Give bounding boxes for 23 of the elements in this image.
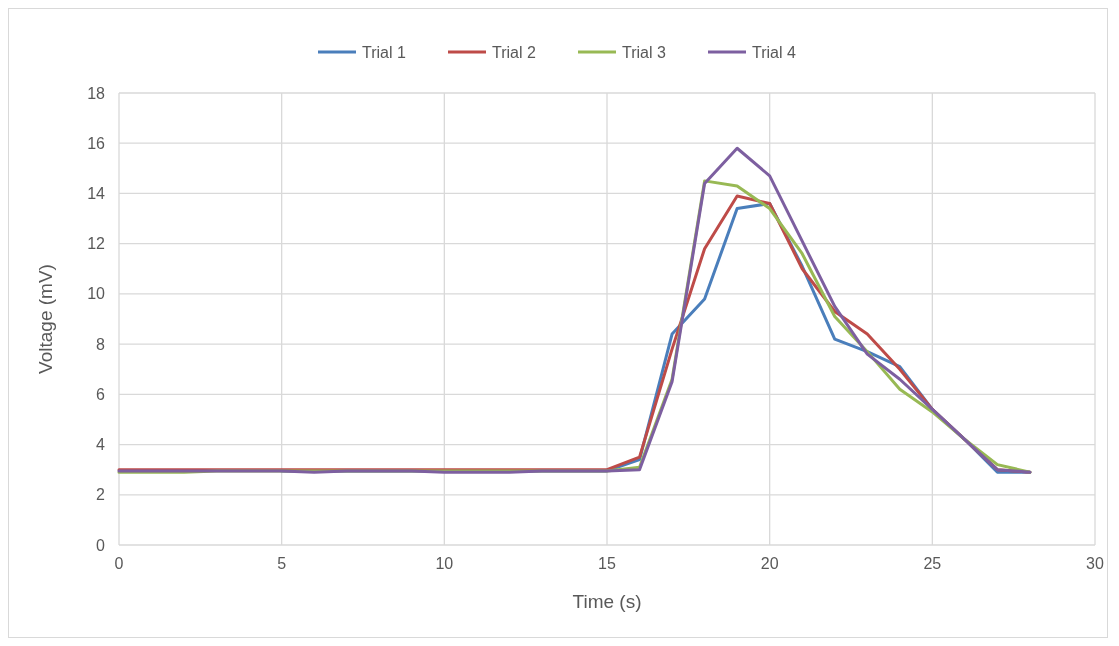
y-tick-label: 4: [96, 436, 106, 454]
y-tick-label: 0: [96, 536, 106, 554]
y-tick-label: 12: [87, 235, 106, 253]
y-tick-label: 6: [96, 385, 106, 403]
x-tick-label: 20: [760, 555, 779, 572]
legend-label: Trial 2: [492, 43, 536, 61]
x-tick-label: 15: [598, 555, 616, 572]
legend-label: Trial 3: [622, 43, 666, 61]
x-tick-label: 25: [923, 555, 942, 572]
y-axis-title: Voltage (mV): [35, 264, 56, 374]
x-tick-label: 10: [435, 555, 454, 572]
y-tick-label: 8: [96, 335, 106, 353]
y-tick-label: 10: [87, 285, 106, 303]
y-tick-label: 16: [87, 134, 106, 152]
x-tick-label: 5: [277, 555, 287, 572]
x-tick-label: 0: [114, 555, 124, 572]
x-tick-label: 30: [1086, 555, 1104, 572]
y-tick-label: 14: [87, 185, 106, 203]
y-tick-label: 2: [96, 486, 106, 504]
y-tick-label: 18: [87, 84, 106, 102]
legend-label: Trial 1: [362, 43, 406, 61]
x-axis-title: Time (s): [572, 591, 642, 612]
legend-label: Trial 4: [752, 43, 796, 61]
